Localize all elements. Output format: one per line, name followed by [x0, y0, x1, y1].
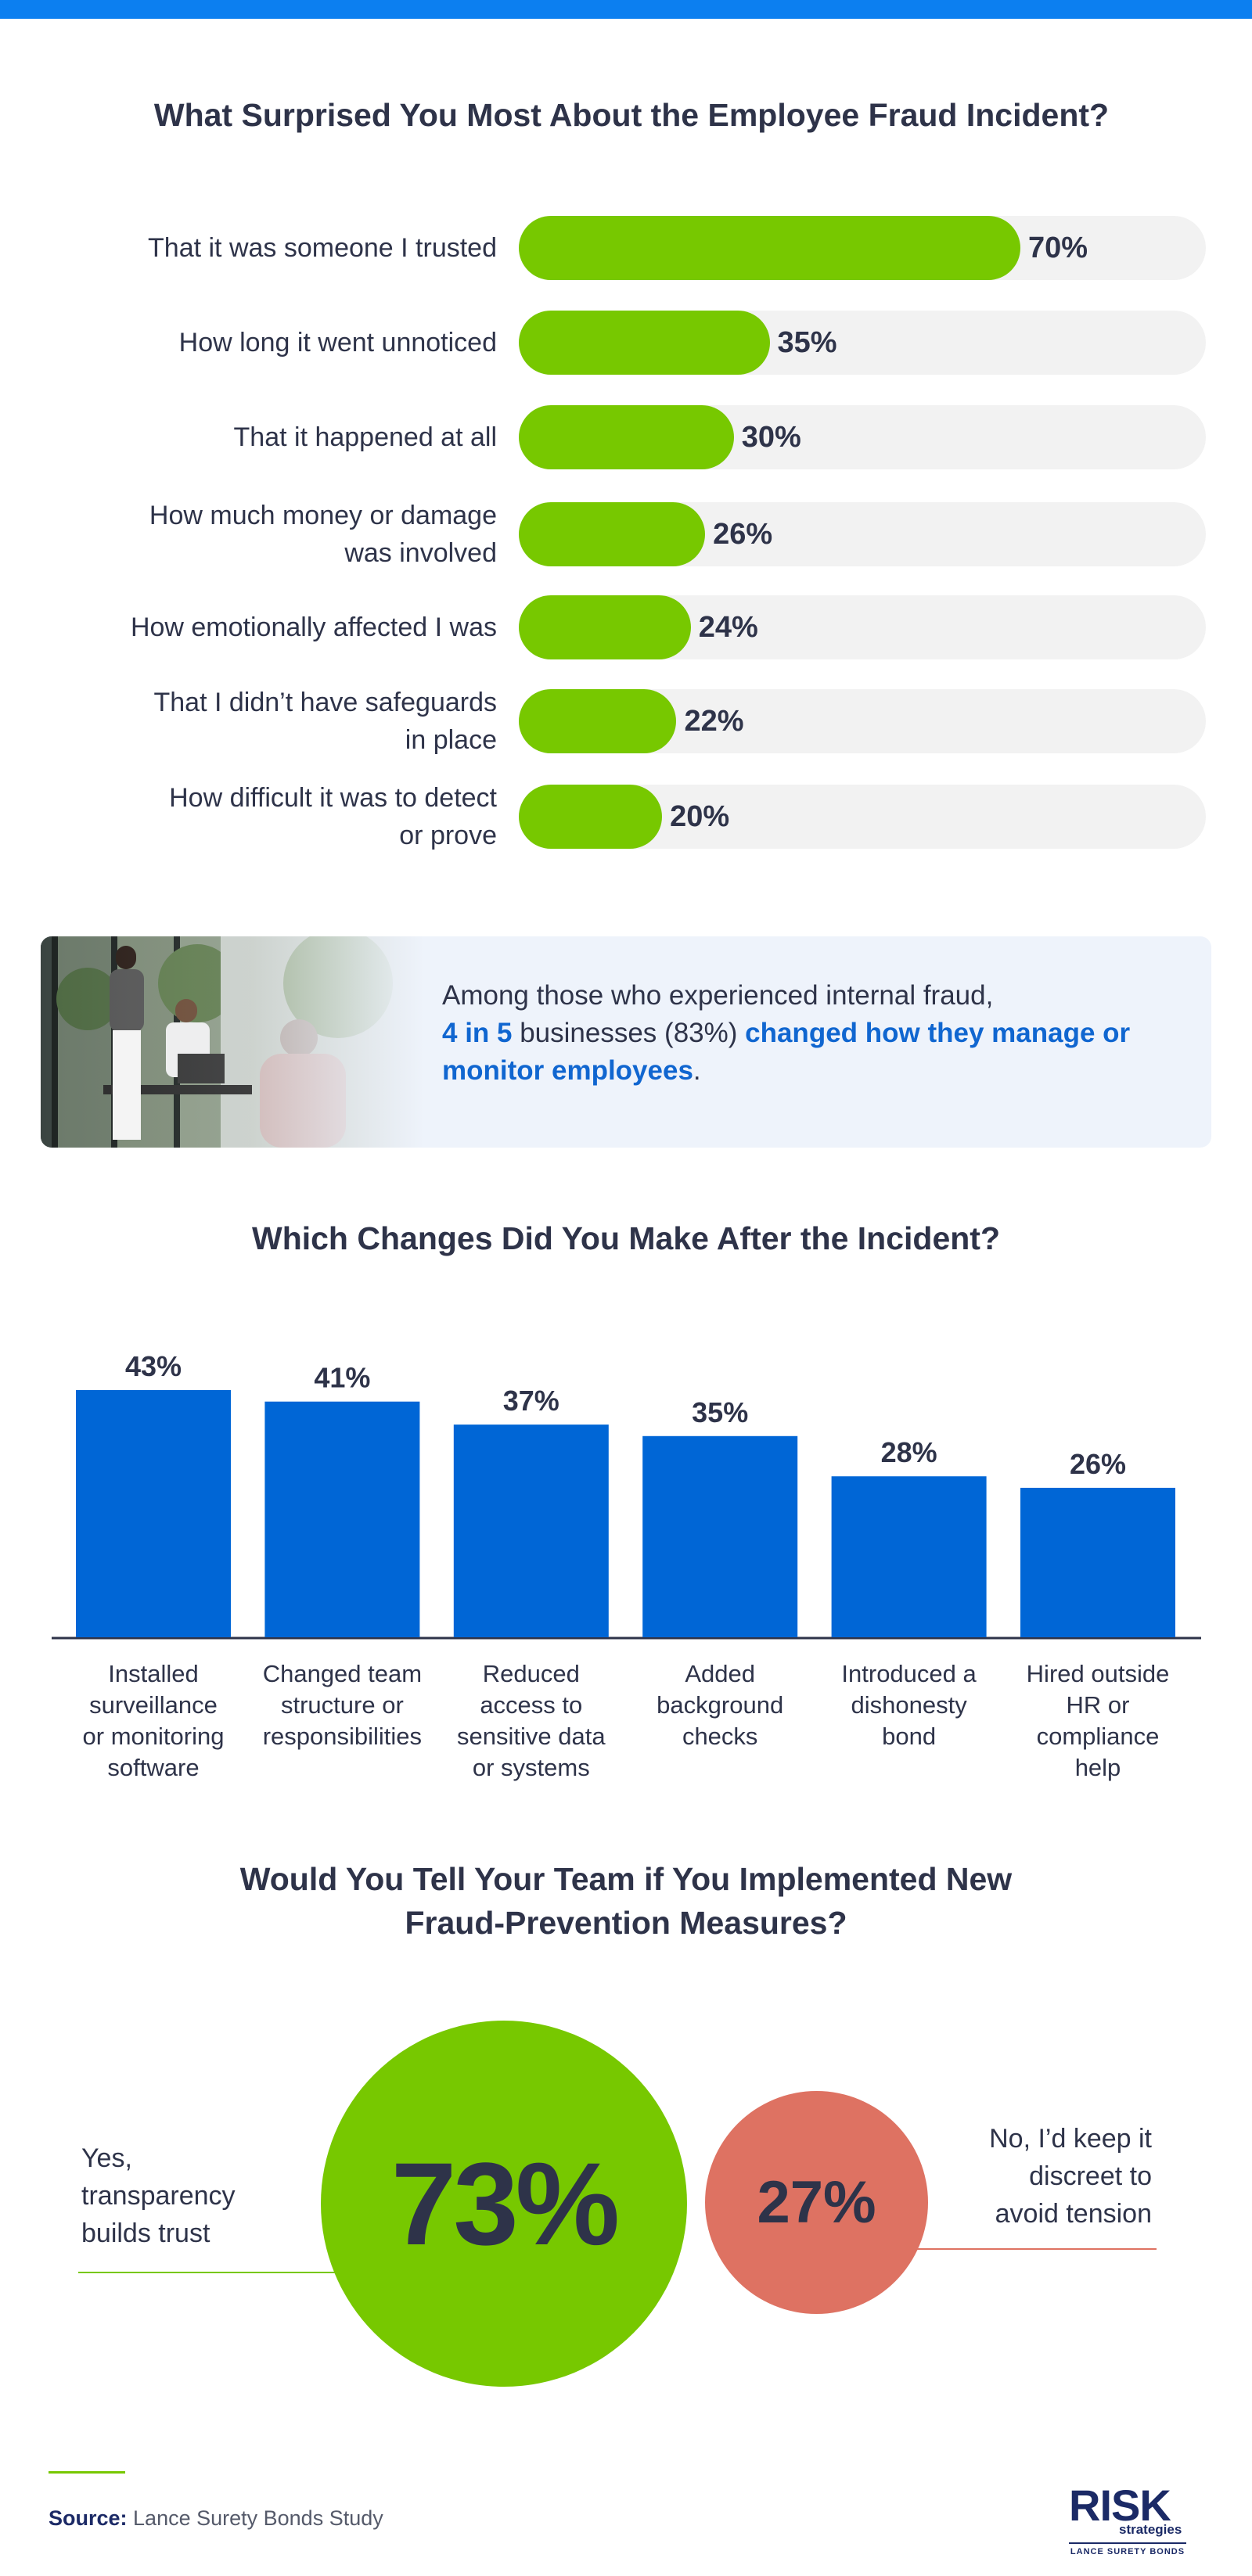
surprise-bar-label-text: That I didn’t have safeguards in place [153, 688, 498, 755]
surprise-bar [519, 502, 706, 566]
changes-bar [264, 1401, 420, 1637]
changes-bar [831, 1476, 987, 1637]
callout-end: . [693, 1055, 701, 1086]
surprise-bar-chart: That it was someone I trusted 70% How long… [0, 216, 1252, 857]
surprise-bar-label-text: That it happened at all [233, 422, 497, 452]
surprise-bar-label: That I didn’t have safeguards in place [12, 688, 498, 755]
changes-bar [642, 1435, 798, 1637]
yes-answer-label: Yes, transparency builds trust [81, 2139, 236, 2252]
surprise-bar-label: How emotionally affected I was [12, 595, 497, 659]
surprise-bar-label: That it was someone I trusted [12, 216, 497, 280]
surprise-bar-label-text: How long it went unnoticed [178, 328, 497, 357]
surprise-bar-row: How much money or damage was involved 26% [0, 501, 1252, 568]
logo-rule [1069, 2542, 1186, 2544]
changes-bar [453, 1425, 609, 1637]
logo-sub: strategies [1119, 2522, 1182, 2537]
logo-foot: LANCE SURETY BONDS [1070, 2547, 1185, 2556]
surprise-bar-label-text: How much money or damage was involved [149, 501, 497, 568]
changes-bar-category: Installed surveillance or monitoring softwa… [82, 1660, 225, 1781]
surprise-bar-value: 35% [777, 325, 837, 359]
changes-bar [76, 1390, 231, 1637]
changes-chart-title: Which Changes Did You Make After the Inc… [252, 1220, 1000, 1256]
surprise-bar [519, 405, 734, 469]
fraud-stat-callout: Among those who experienced internal fra… [41, 936, 1211, 1148]
surprise-bar-row: How emotionally affected I was 24% [0, 595, 1252, 659]
no-label-line: discreet to [1029, 2161, 1152, 2191]
changes-bar-value: 37% [503, 1385, 559, 1417]
source-label: Source: [49, 2506, 128, 2530]
surprise-bar-label: How difficult it was to detect or prove [12, 783, 497, 850]
surprise-bar-value: 30% [741, 420, 801, 454]
changes-bar-value: 41% [314, 1362, 370, 1394]
callout-text: Among those who experienced internal fra… [442, 977, 1146, 1090]
callout-highlight-change: changed how they manage or monitor emplo… [442, 1018, 1131, 1086]
surprise-bar-value: 70% [1028, 231, 1088, 264]
no-value: 27% [757, 2169, 876, 2236]
risk-strategies-logo: RISK strategies LANCE SURETY BONDS [1069, 2480, 1186, 2558]
surprise-bar-value: 20% [670, 799, 730, 833]
surprise-bar-label: How long it went unnoticed [12, 311, 497, 375]
yes-leader-line [78, 2272, 336, 2273]
changes-bar-value: 35% [692, 1396, 748, 1428]
surprise-bar-label-text: How difficult it was to detect or prove [169, 783, 497, 850]
changes-bar-svg: 43% 41% 37% 35% 28% 26% [52, 1350, 1201, 1640]
changes-bar-value: 43% [125, 1350, 182, 1382]
no-label-line: No, I’d keep it [989, 2124, 1152, 2154]
changes-bar-category: Changed team structure or responsibilities [262, 1660, 423, 1750]
source-text: Lance Surety Bonds Study [127, 2506, 383, 2530]
surprise-bar [519, 311, 770, 375]
surprise-bar-label-text: How emotionally affected I was [130, 613, 497, 642]
callout-middle: businesses (83%) [512, 1018, 746, 1048]
surprise-bar-row: That I didn’t have safeguards in place 22% [0, 688, 1252, 755]
poll-title-line2: Fraud-Prevention Measures? [405, 1905, 847, 1941]
surprise-bar [519, 785, 663, 849]
no-label-line: avoid tension [995, 2199, 1152, 2229]
surprise-bar [519, 595, 691, 659]
changes-bar-category: Added background checks [657, 1660, 784, 1750]
changes-bar-category: Introduced a dishonesty bond [841, 1660, 977, 1750]
top-accent-bar [0, 0, 1252, 19]
source-note: Source: Lance Surety Bonds Study [49, 2506, 383, 2531]
surprise-bar-label-text: That it was someone I trusted [148, 233, 497, 263]
surprise-bar [519, 216, 1021, 280]
poll-title: Would You Tell Your Team if You Implemen… [0, 1857, 1252, 1945]
surprise-bar [519, 689, 677, 753]
changes-bar-value: 26% [1070, 1448, 1126, 1480]
surprise-bar-row: How long it went unnoticed 35% [0, 311, 1252, 375]
no-leader-line [900, 2248, 1157, 2250]
surprise-bar-label: How much money or damage was involved [12, 501, 497, 568]
poll-title-line1: Would You Tell Your Team if You Implemen… [239, 1861, 1013, 1897]
changes-bar-category: Hired outside HR or compliance help [1026, 1660, 1170, 1781]
callout-highlight-ratio: 4 in 5 [442, 1018, 513, 1048]
surprise-bar-value: 24% [698, 610, 758, 644]
yes-value: 73% [390, 2137, 620, 2269]
surprise-bar-row: That it was someone I trusted 70% [0, 216, 1252, 280]
office-team-photo [41, 936, 424, 1148]
yes-bubble: 73% [321, 2021, 687, 2387]
changes-bar-value: 28% [881, 1436, 937, 1468]
surprise-bar-row: How difficult it was to detect or prove 20… [0, 783, 1252, 850]
footer-accent-line [49, 2471, 125, 2474]
yes-label-line: Yes, [81, 2143, 132, 2173]
yes-label-line: builds trust [81, 2219, 210, 2248]
surprise-bar-row: That it happened at all 30% [0, 405, 1252, 469]
surprise-chart-title: What Surprised You Most About the Employ… [153, 97, 1110, 133]
changes-bar-category: Reduced access to sensitive data or systems [457, 1660, 606, 1781]
no-answer-label: No, I’d keep it discreet to avoid tensio… [917, 2120, 1152, 2233]
surprise-bar-value: 26% [713, 517, 773, 551]
logo-main: RISK [1069, 2481, 1171, 2530]
surprise-bar-value: 22% [684, 704, 744, 738]
changes-bar-chart: 43% 41% 37% 35% 28% 26% Installed surveillance… [0, 1322, 1252, 1791]
changes-bar [1020, 1487, 1175, 1637]
callout-line1: Among those who experienced internal fra… [442, 980, 994, 1011]
yes-label-line: transparency [81, 2181, 236, 2211]
surprise-bar-label: That it happened at all [12, 405, 497, 469]
no-bubble: 27% [705, 2091, 928, 2314]
